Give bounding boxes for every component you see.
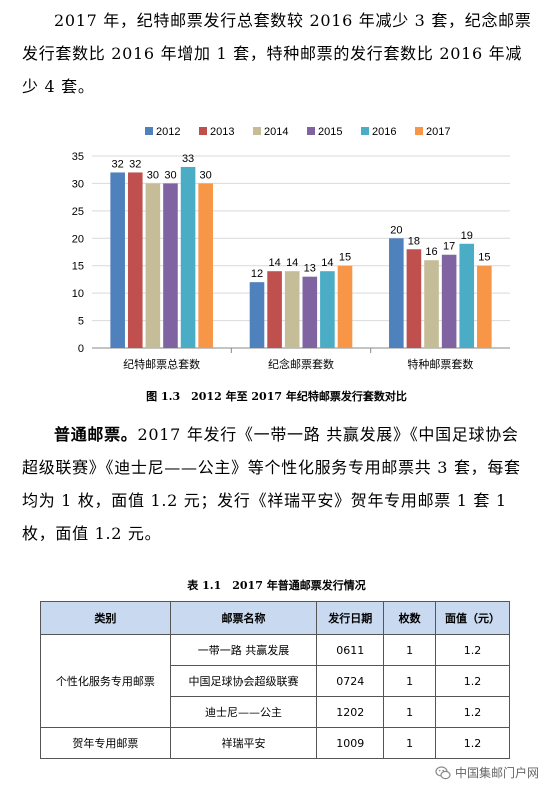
legend-swatch xyxy=(145,127,153,135)
data-label: 13 xyxy=(304,263,316,275)
y-tick-label: 10 xyxy=(72,288,84,300)
data-label: 16 xyxy=(425,246,437,258)
legend-label: 2016 xyxy=(372,126,396,138)
legend-label: 2013 xyxy=(210,126,234,138)
legend-label: 2017 xyxy=(426,126,450,138)
stamp-name-cell: 中国足球协会超级联赛 xyxy=(169,665,318,697)
y-tick-label: 35 xyxy=(72,151,84,163)
y-tick-label: 25 xyxy=(72,206,84,218)
count-cell: 1 xyxy=(383,634,437,666)
value-cell: 1.2 xyxy=(435,634,510,666)
bar xyxy=(477,265,492,348)
data-label: 30 xyxy=(200,169,212,181)
legend-label: 2012 xyxy=(156,126,180,138)
count-cell: 1 xyxy=(383,727,437,759)
data-label: 20 xyxy=(390,224,402,236)
x-category-label: 特种邮票套数 xyxy=(407,357,473,371)
header-count: 枚数 xyxy=(383,601,437,635)
bar xyxy=(127,172,143,348)
value-cell: 1.2 xyxy=(435,696,510,728)
data-label: 14 xyxy=(286,257,298,269)
y-tick-label: 0 xyxy=(78,343,84,355)
data-label: 15 xyxy=(478,252,490,264)
data-label: 33 xyxy=(182,153,194,165)
header-name: 邮票名称 xyxy=(169,601,318,635)
stamp-name-cell: 祥瑞平安 xyxy=(169,727,318,759)
bar xyxy=(459,243,475,348)
count-cell: 1 xyxy=(383,665,437,697)
x-category-label: 纪特邮票总套数 xyxy=(123,357,200,371)
data-label: 14 xyxy=(321,257,333,269)
bar xyxy=(249,282,265,348)
bar xyxy=(180,166,196,348)
header-face-value: 面值（元） xyxy=(435,601,510,635)
intro-paragraph: 2017 年，纪特邮票发行总套数较 2016 年减少 3 套，纪念邮票发行套数比… xyxy=(22,11,532,96)
legend-swatch xyxy=(253,127,261,135)
table-header-row: 类别 邮票名称 发行日期 枚数 面值（元） xyxy=(40,601,510,635)
data-label: 17 xyxy=(443,241,455,253)
legend-swatch xyxy=(361,127,369,135)
date-cell: 0611 xyxy=(316,634,385,666)
legend-label: 2015 xyxy=(318,126,342,138)
legend-swatch xyxy=(199,127,207,135)
bar xyxy=(145,183,161,348)
table-row: 个性化服务专用邮票 一带一路 共赢发展 0611 1 1.2 xyxy=(40,634,510,728)
bar xyxy=(110,172,125,348)
category-cell: 个性化服务专用邮票 xyxy=(40,634,171,728)
data-label: 30 xyxy=(164,169,176,181)
bar xyxy=(267,271,282,348)
stamp-name-cell: 一带一路 共赢发展 xyxy=(169,634,318,666)
date-cell: 0724 xyxy=(316,665,385,697)
data-label: 19 xyxy=(461,230,473,242)
stamps-table: 类别 邮票名称 发行日期 枚数 面值（元） 个性化服务专用邮票 一带一路 共赢发… xyxy=(40,601,510,759)
table-caption: 表 1.1 2017 年普通邮票发行情况 xyxy=(187,579,366,592)
x-category-label: 纪念邮票套数 xyxy=(268,357,334,371)
count-cell: 1 xyxy=(383,696,437,728)
data-label: 15 xyxy=(339,252,351,264)
data-label: 12 xyxy=(251,268,263,280)
y-tick-label: 5 xyxy=(78,316,84,328)
watermark-text: 中国集邮门户网 xyxy=(454,766,539,780)
table-row: 贺年专用邮票 祥瑞平安 1009 1 1.2 xyxy=(40,727,510,759)
data-label: 14 xyxy=(268,257,280,269)
bar xyxy=(198,183,213,348)
watermark: 中国集邮门户网 xyxy=(435,764,539,781)
data-label: 32 xyxy=(112,158,124,170)
bar xyxy=(320,271,335,348)
value-cell: 1.2 xyxy=(435,727,510,759)
legend-swatch xyxy=(415,127,423,135)
bar xyxy=(163,183,178,348)
bar xyxy=(302,276,318,348)
bar xyxy=(441,254,457,348)
bar xyxy=(284,271,300,348)
y-tick-label: 20 xyxy=(72,233,84,245)
stamp-name-cell: 迪士尼——公主 xyxy=(169,696,318,728)
y-tick-label: 15 xyxy=(72,261,84,273)
y-tick-label: 30 xyxy=(72,178,84,190)
bar xyxy=(389,238,404,348)
bar xyxy=(406,249,422,348)
date-cell: 1009 xyxy=(316,727,385,759)
date-cell: 1202 xyxy=(316,696,385,728)
data-label: 32 xyxy=(129,158,141,170)
data-label: 18 xyxy=(408,235,420,247)
paragraph-body: 2017 年发行《一带一路 共赢发展》《中国足球协会超级联赛》《迪士尼——公主》… xyxy=(22,425,521,543)
legend-swatch xyxy=(307,127,315,135)
figure-caption: 图 1.3 2012 年至 2017 年纪特邮票发行套数对比 xyxy=(146,390,407,403)
wechat-icon xyxy=(435,765,451,779)
value-cell: 1.2 xyxy=(435,665,510,697)
header-category: 类别 xyxy=(40,601,171,635)
paragraph-lead: 普通邮票。 xyxy=(54,425,138,444)
bar xyxy=(337,265,353,348)
header-date: 发行日期 xyxy=(316,601,385,635)
bar xyxy=(424,260,439,348)
ordinary-stamps-paragraph: 普通邮票。2017 年发行《一带一路 共赢发展》《中国足球协会超级联赛》《迪士尼… xyxy=(22,418,534,550)
table-row: 迪士尼——公主 1202 1 1.2 xyxy=(41,696,510,728)
legend-label: 2014 xyxy=(264,126,288,138)
data-label: 30 xyxy=(147,169,159,181)
category-cell: 贺年专用邮票 xyxy=(40,727,171,759)
